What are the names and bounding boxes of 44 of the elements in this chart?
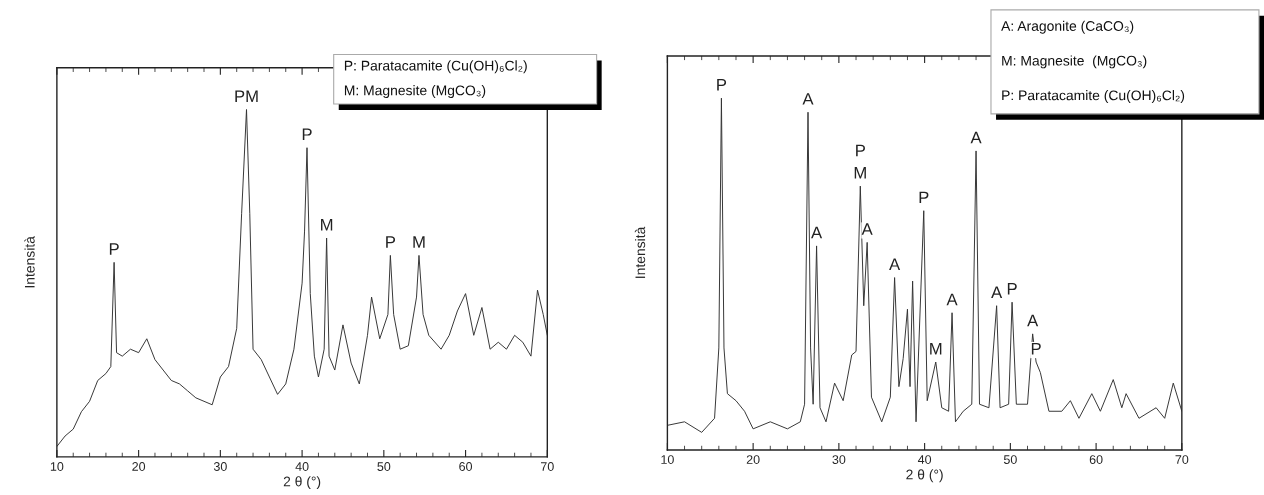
text: P: Paratacamite (Cu(OH)₆Cl₂) <box>344 60 527 74</box>
annotation: A <box>970 131 982 144</box>
annotation: A <box>861 223 873 235</box>
annotation: P <box>109 243 119 255</box>
x-tick-label: 70 <box>1175 455 1189 464</box>
text: A: Aragonite (CaCO₃) <box>1001 20 1134 34</box>
annotation: A <box>811 226 823 239</box>
annotation: A <box>946 293 958 306</box>
x-tick-label: 10 <box>661 455 674 464</box>
annotation: A <box>802 93 814 105</box>
annotation: M <box>321 218 333 231</box>
text: M: Magnesite (MgCO₃) <box>344 85 486 99</box>
x-tick-label: 20 <box>746 455 760 464</box>
annotation: P <box>856 144 865 157</box>
x-tick-label: 70 <box>541 462 554 471</box>
annotation: P <box>717 79 727 91</box>
y-axis-title: Intensità <box>24 236 35 288</box>
x-tick-label: 60 <box>459 462 473 471</box>
annotation: A <box>1027 314 1039 327</box>
x-axis-title: 2 θ (°) <box>283 476 321 490</box>
annotation: P: Paratacamite (Cu(OH)₆Cl₂) <box>1002 90 1185 103</box>
x-tick-label: 30 <box>832 455 846 464</box>
annotation: M <box>854 167 866 179</box>
x-tick-label: 10 <box>50 462 64 471</box>
annotation: P <box>1031 342 1041 355</box>
x-tick-label: 40 <box>295 462 309 471</box>
x-axis-title: 2 θ (°) <box>906 469 943 483</box>
annotation: P <box>386 236 396 248</box>
annotation: PM <box>235 90 258 102</box>
annotation: P <box>919 191 929 204</box>
annotation: M <box>413 236 425 248</box>
x-tick-label: 60 <box>1089 455 1103 464</box>
annotation: M <box>930 342 942 355</box>
annotation: A <box>991 286 1003 299</box>
y-axis-title: Intensità <box>634 226 646 278</box>
annotation: P <box>302 128 312 141</box>
x-tick-label: 50 <box>377 462 391 471</box>
x-tick-label: 50 <box>1003 455 1017 464</box>
annotation: A <box>889 258 901 270</box>
annotation: P <box>1007 283 1017 295</box>
text: M: Magnesite (MgCO₃) <box>1002 55 1147 69</box>
x-tick-label: 20 <box>132 462 146 471</box>
x-tick-label: 40 <box>917 455 932 464</box>
x-tick-label: 30 <box>213 462 227 471</box>
